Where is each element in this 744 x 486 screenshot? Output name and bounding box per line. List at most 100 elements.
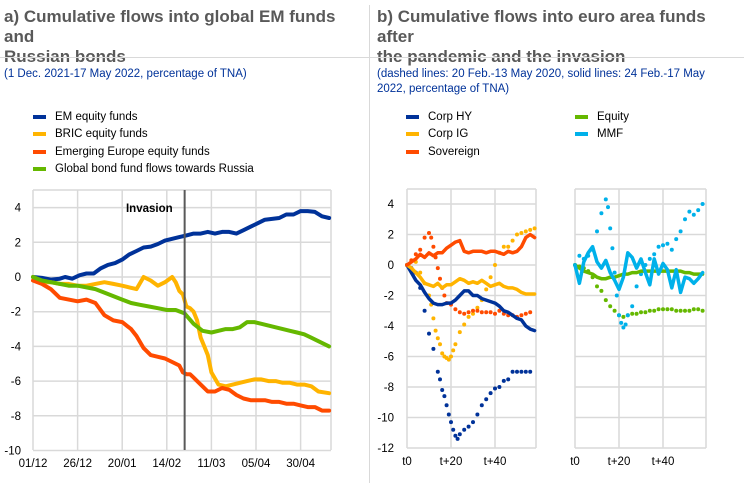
dotted-point-corp-hy [479, 403, 484, 408]
dotted-point-corp-ig [528, 227, 533, 232]
panel-b-subtitle-line2: 2022, percentage of TNA) [377, 83, 510, 95]
dotted-point-equity [647, 308, 652, 313]
dotted-point-corp-hy [440, 388, 445, 392]
legend-item-global-bond-russia: Global bond fund flows towards Russia [33, 161, 254, 176]
dotted-point-sovereign [466, 310, 471, 315]
dotted-point-corp-hy [510, 369, 515, 374]
panel-b-title: b) Cumulative flows into euro area funds… [377, 7, 742, 67]
dotted-point-mmf [606, 205, 610, 210]
dotted-point-mmf [665, 241, 670, 246]
x-tick-label: t0 [402, 456, 412, 468]
panel-divider [369, 5, 370, 483]
legend-swatch-light-blue [575, 131, 588, 136]
legend-swatch-green [33, 166, 46, 171]
y-tick-label: -2 [384, 291, 394, 303]
legend-swatch-yellow [406, 131, 419, 136]
title-divider [0, 57, 744, 58]
dotted-point-equity [700, 308, 705, 313]
dotted-point-sovereign [462, 311, 467, 316]
dotted-point-corp-hy [523, 369, 528, 374]
legend-swatch-orange [406, 149, 419, 154]
dotted-point-sovereign [488, 310, 493, 315]
dotted-point-mmf [630, 304, 635, 309]
dotted-point-corp-hy [444, 403, 449, 408]
dotted-point-equity [643, 310, 648, 315]
dotted-point-corp-ig [433, 328, 438, 333]
legend-swatch-dark-blue [406, 114, 419, 119]
x-tick-label: t+40 [484, 456, 507, 468]
dotted-point-mmf [621, 325, 626, 330]
dotted-point-corp-hy [431, 346, 436, 351]
dotted-point-corp-ig [532, 226, 537, 231]
y-tick-label: -6 [11, 376, 21, 388]
x-tick-label: 11/03 [197, 458, 225, 470]
dotted-point-sovereign [475, 308, 480, 313]
dotted-point-corp-ig [457, 330, 462, 335]
legend-item-emerging-europe: Emerging Europe equity funds [33, 144, 210, 159]
legend-label: BRIC equity funds [55, 127, 148, 140]
dotted-point-mmf [674, 237, 679, 242]
dotted-point-corp-ig [488, 275, 493, 280]
dotted-point-equity [621, 314, 626, 319]
panel-b-subtitle-line1: (dashed lines: 20 Feb.-13 May 2020, soli… [377, 68, 705, 80]
dotted-point-corp-ig [446, 357, 451, 362]
dotted-point-mmf [612, 270, 617, 275]
dotted-point-corp-ig [453, 342, 458, 347]
legend-label: Sovereign [428, 145, 480, 158]
dotted-point-sovereign [422, 235, 427, 240]
dotted-point-sovereign [413, 252, 418, 257]
x-tick-label: t0 [570, 456, 580, 468]
legend-swatch-orange [33, 149, 46, 154]
series-line-corp-hy [405, 263, 537, 333]
dotted-point-corp-hy [475, 412, 480, 417]
dotted-point-equity [634, 311, 639, 316]
dotted-point-equity [595, 284, 599, 289]
dotted-point-equity [608, 304, 613, 309]
dotted-point-corp-hy [501, 378, 506, 383]
dotted-point-sovereign [519, 313, 524, 318]
x-tick-label: 26/12 [63, 458, 92, 470]
series-line-bric-equity-funds [31, 275, 332, 396]
x-tick-label: 14/02 [152, 458, 181, 470]
legend-swatch-dark-blue [33, 114, 46, 119]
dotted-point-corp-hy [466, 424, 471, 429]
dotted-point-corp-hy [446, 412, 451, 417]
dotted-point-corp-hy [528, 369, 533, 374]
dotted-point-mmf [623, 322, 628, 327]
dotted-point-mmf [661, 243, 665, 248]
dotted-point-equity [691, 307, 696, 312]
dotted-point-mmf [619, 320, 624, 325]
dotted-point-mmf [652, 252, 657, 257]
dotted-point-equity [696, 307, 701, 312]
y-tick-label: 2 [388, 230, 394, 242]
dotted-point-corp-hy [422, 308, 427, 313]
dotted-point-corp-ig [438, 342, 442, 347]
legend-label: Emerging Europe equity funds [55, 145, 210, 158]
dotted-point-corp-ig [466, 314, 471, 319]
dotted-point-equity [639, 310, 643, 315]
panel-a-title-line2: Russian bonds [4, 47, 126, 66]
series-line-equity [573, 263, 705, 281]
x-tick-label: t+20 [440, 456, 463, 468]
y-tick-label: -8 [11, 411, 21, 423]
dotted-point-sovereign [427, 231, 431, 235]
legend-item-equity: Equity [575, 109, 629, 124]
dotted-point-mmf [603, 197, 608, 202]
panel-b-title-line1: b) Cumulative flows into euro area funds… [377, 7, 706, 46]
x-tick-label: 01/12 [19, 458, 48, 470]
dotted-point-mmf [599, 211, 604, 216]
dotted-point-equity [687, 308, 692, 313]
legend-swatch-green [575, 114, 588, 119]
y-tick-label: -2 [11, 307, 21, 319]
dotted-point-corp-ig [471, 311, 475, 316]
x-tick-label: t+20 [608, 456, 631, 468]
panel-b-subtitle: (dashed lines: 20 Feb.-13 May 2020, soli… [377, 67, 705, 97]
dotted-point-mmf [617, 313, 621, 318]
dotted-point-equity [674, 308, 679, 313]
y-tick-label: -10 [4, 446, 21, 458]
dotted-point-corp-ig [418, 270, 423, 275]
dotted-point-corp-hy [519, 369, 524, 374]
dotted-point-corp-hy [449, 420, 453, 425]
dotted-point-mmf [634, 284, 639, 289]
dotted-point-corp-ig [431, 316, 436, 321]
